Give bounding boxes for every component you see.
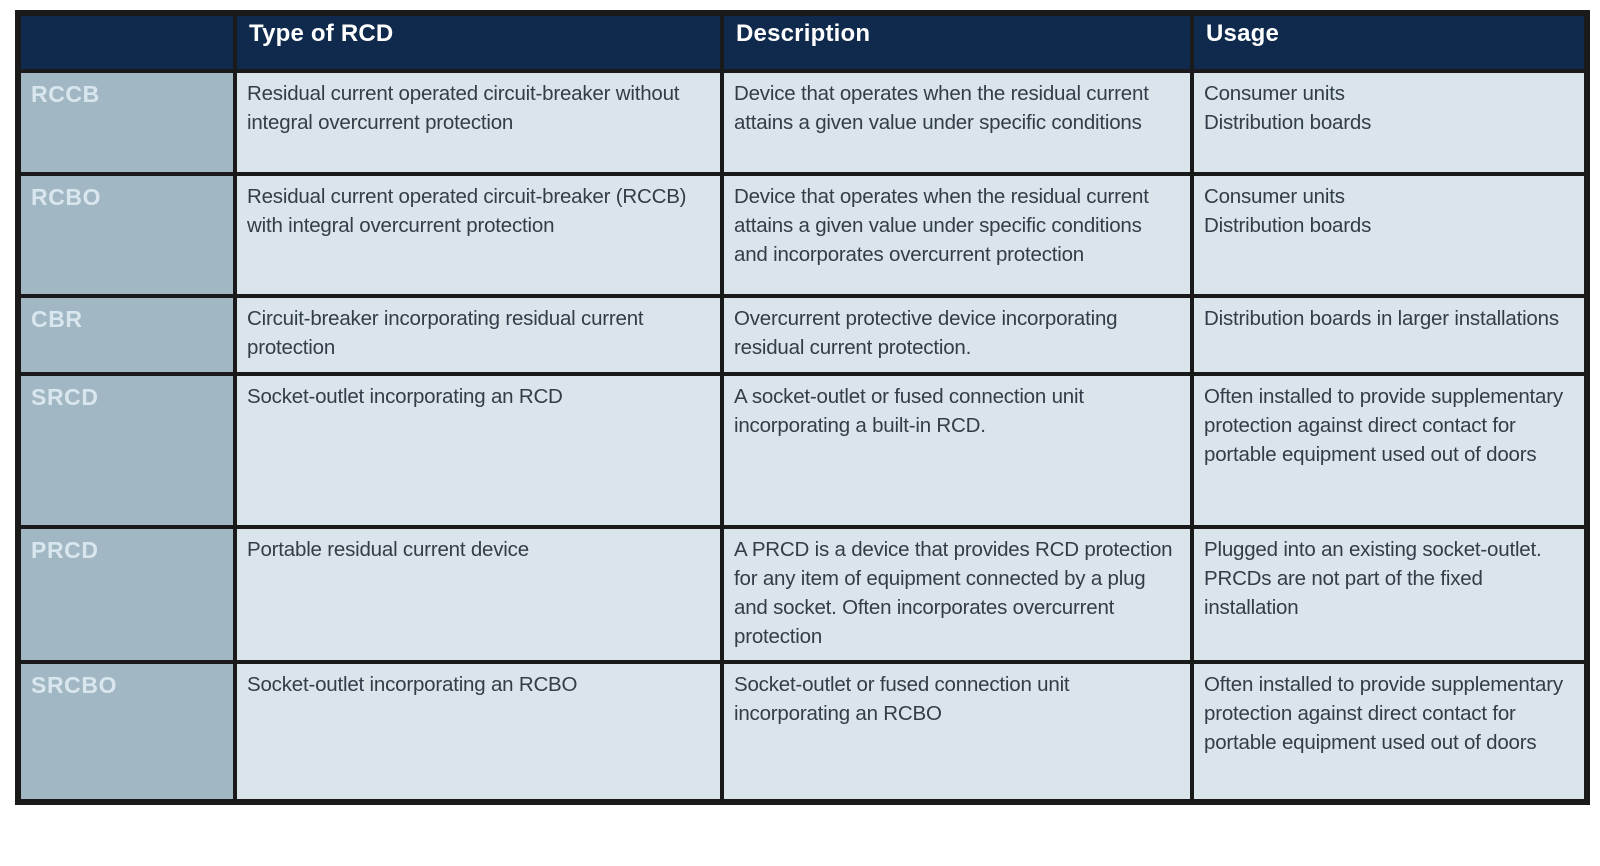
row-usage-cell: Plugged into an existing socket-outlet. … — [1190, 525, 1589, 664]
row-usage-cell: Distribution boards in larger installati… — [1190, 294, 1589, 376]
row-usage-cell: Often installed to provide supplementary… — [1190, 660, 1589, 804]
table-row: SRCBO Socket-outlet incorporating an RCBO… — [16, 660, 1589, 804]
row-description-cell: Socket-outlet or fused connection unit i… — [720, 660, 1194, 804]
rcd-types-table: Type of RCD Description Usage RCCB Residu… — [15, 10, 1590, 805]
row-description-cell: A socket-outlet or fused connection unit… — [720, 372, 1194, 529]
table-row: SRCD Socket-outlet incorporating an RCD A … — [16, 372, 1589, 529]
table-row: CBR Circuit-breaker incorporating residua… — [16, 294, 1589, 376]
row-type-cell: Socket-outlet incorporating an RCD — [233, 372, 724, 529]
column-header-description: Description — [720, 11, 1194, 73]
row-type-cell: Portable residual current device — [233, 525, 724, 664]
row-acronym-cell: SRCBO — [16, 660, 237, 804]
row-description-cell: A PRCD is a device that provides RCD pro… — [720, 525, 1194, 664]
row-usage-cell: Consumer units Distribution boards — [1190, 172, 1589, 298]
row-description-cell: Overcurrent protective device incorporat… — [720, 294, 1194, 376]
row-usage-cell: Consumer units Distribution boards — [1190, 69, 1589, 176]
table-row: RCCB Residual current operated circuit-br… — [16, 69, 1589, 176]
row-acronym-cell: CBR — [16, 294, 237, 376]
row-description-cell: Device that operates when the residual c… — [720, 172, 1194, 298]
column-header-usage: Usage — [1190, 11, 1589, 73]
row-type-cell: Socket-outlet incorporating an RCBO — [233, 660, 724, 804]
row-usage-cell: Often installed to provide supplementary… — [1190, 372, 1589, 529]
row-type-cell: Circuit-breaker incorporating residual c… — [233, 294, 724, 376]
column-header-type-of-rcd: Type of RCD — [233, 11, 724, 73]
row-type-cell: Residual current operated circuit-breake… — [233, 172, 724, 298]
table-row: RCBO Residual current operated circuit-br… — [16, 172, 1589, 298]
corner-header-cell — [16, 11, 237, 73]
row-acronym-cell: SRCD — [16, 372, 237, 529]
table-body: RCCB Residual current operated circuit-br… — [16, 69, 1589, 804]
row-acronym-cell: PRCD — [16, 525, 237, 664]
table-header: Type of RCD Description Usage — [16, 11, 1589, 73]
table-row: PRCD Portable residual current device A PR… — [16, 525, 1589, 664]
row-description-cell: Device that operates when the residual c… — [720, 69, 1194, 176]
row-type-cell: Residual current operated circuit-breake… — [233, 69, 724, 176]
row-acronym-cell: RCCB — [16, 69, 237, 176]
header-row: Type of RCD Description Usage — [16, 11, 1589, 73]
row-acronym-cell: RCBO — [16, 172, 237, 298]
